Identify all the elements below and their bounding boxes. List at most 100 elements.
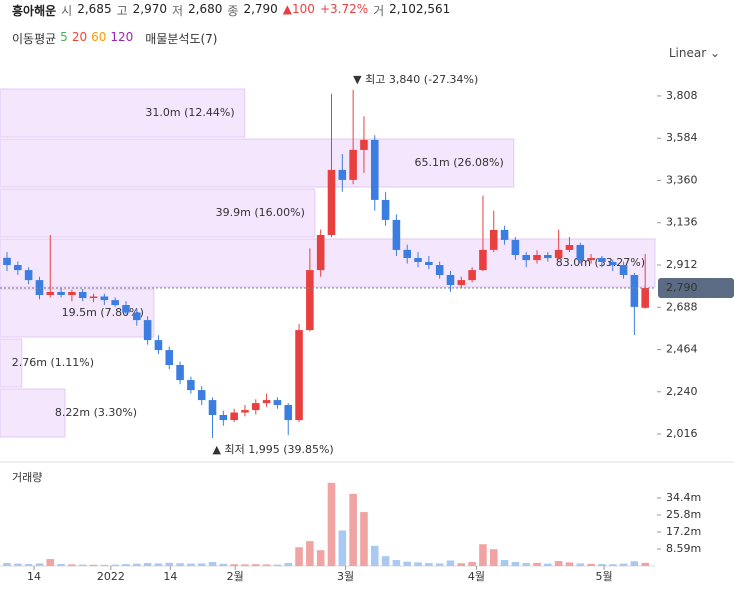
candle-body bbox=[641, 288, 649, 308]
value: 2,102,561 bbox=[389, 2, 451, 16]
candle-body bbox=[197, 390, 206, 401]
candle-body bbox=[46, 291, 55, 295]
volume-bar bbox=[251, 564, 260, 566]
ma-label[interactable]: 이동평균 bbox=[12, 32, 57, 46]
candle-body bbox=[154, 340, 163, 351]
candle-body bbox=[295, 330, 303, 421]
ma-list: 5 20 60 120 bbox=[60, 30, 133, 47]
candle-body bbox=[587, 258, 595, 261]
volume-bar bbox=[68, 564, 76, 566]
volume-bar bbox=[598, 564, 606, 566]
volume-bar bbox=[262, 564, 271, 566]
volume-bar bbox=[327, 482, 336, 566]
volume-bar bbox=[295, 547, 303, 566]
y-tick-label: 2,464 bbox=[666, 343, 698, 356]
volume-bar bbox=[89, 564, 98, 566]
volume-bar bbox=[522, 563, 530, 566]
candle-body bbox=[68, 291, 76, 295]
change: ▲100 bbox=[282, 2, 315, 16]
y-tick-label: 2,016 bbox=[666, 427, 698, 440]
candle-body bbox=[78, 291, 87, 299]
candle-body bbox=[392, 219, 401, 250]
volume-bar bbox=[446, 560, 455, 566]
volume-bar bbox=[187, 563, 195, 566]
candle-body bbox=[360, 139, 368, 150]
ma-period: 120 bbox=[110, 30, 134, 44]
candle-body bbox=[414, 258, 422, 262]
x-tick-label: 2월 bbox=[227, 570, 244, 583]
candle-body bbox=[3, 257, 11, 265]
candle-body bbox=[349, 149, 357, 180]
profile-label: 39.9m (16.00%) bbox=[216, 206, 305, 219]
volume-bar bbox=[306, 541, 314, 566]
volume-bar bbox=[392, 560, 401, 566]
candle-body bbox=[500, 229, 509, 240]
header: 흥아해운 시 2,685 고 2,970 저 2,680 종 2,790 ▲100 +3.… bbox=[12, 2, 450, 19]
candle-body bbox=[111, 300, 119, 305]
candle-body bbox=[306, 270, 314, 331]
stock-name: 흥아해운 bbox=[12, 4, 57, 18]
volume-bar bbox=[349, 493, 357, 566]
scale-text[interactable]: Linear bbox=[668, 46, 707, 60]
volume-bar bbox=[630, 561, 639, 566]
candle-body bbox=[251, 403, 260, 411]
volume-bar bbox=[57, 564, 65, 566]
v-tick-label: 25.8m bbox=[666, 508, 701, 521]
change-pct: +3.72% bbox=[319, 2, 369, 16]
volume-bar bbox=[619, 563, 628, 566]
candle-body bbox=[100, 296, 109, 301]
scale-mode[interactable]: Linear ⌄ bbox=[668, 46, 720, 60]
profile-label[interactable]: 매물분석도(7) bbox=[145, 32, 218, 46]
candle-body bbox=[403, 249, 412, 259]
candle-body bbox=[468, 270, 476, 281]
profile-label: 83.0m (33.27%) bbox=[556, 256, 645, 269]
candle-body bbox=[122, 304, 130, 313]
max-annotation: ▼ 최고 3,840 (-27.34%) bbox=[353, 73, 478, 86]
volume-bar bbox=[176, 563, 184, 566]
indicators[interactable]: 이동평균 5 20 60 120 매물분석도(7) bbox=[12, 30, 217, 47]
candle-body bbox=[608, 261, 617, 265]
profile-label: 31.0m (12.44%) bbox=[145, 106, 234, 119]
y-tick-label: 2,912 bbox=[666, 258, 698, 271]
value: 2,970 bbox=[132, 2, 167, 16]
volume-bar bbox=[608, 564, 617, 566]
price-tag bbox=[658, 278, 734, 299]
volume-bar bbox=[165, 562, 174, 566]
candle-body bbox=[565, 245, 574, 250]
profile-label: 8.22m (3.30%) bbox=[55, 406, 137, 419]
y-tick-label: 3,584 bbox=[666, 131, 698, 144]
profile-label: 19.5m (7.80%) bbox=[62, 306, 144, 319]
volume-bar bbox=[403, 561, 412, 566]
volume-bar bbox=[338, 530, 347, 566]
candle-body bbox=[338, 169, 347, 180]
volume-bar bbox=[35, 563, 44, 566]
volume-bar bbox=[154, 563, 163, 566]
profile-band bbox=[0, 288, 155, 338]
label: 시 bbox=[61, 4, 73, 18]
candle-body bbox=[143, 320, 152, 341]
volume-bar bbox=[46, 559, 55, 566]
label: 저 bbox=[171, 4, 184, 18]
x-tick-label: 3월 bbox=[337, 570, 354, 583]
volume-bar bbox=[554, 561, 563, 566]
volume-bar bbox=[425, 563, 433, 566]
volume-bar bbox=[544, 563, 552, 566]
candle-body bbox=[511, 239, 520, 256]
volume-title: 거래량 bbox=[12, 471, 42, 484]
profile-band bbox=[0, 388, 66, 438]
volume-bar bbox=[414, 562, 422, 566]
volume-bar bbox=[133, 563, 141, 566]
y-tick-label: 3,136 bbox=[666, 216, 698, 229]
profile-band bbox=[0, 338, 23, 388]
volume-bar bbox=[273, 564, 282, 566]
x-tick-label: 5월 bbox=[596, 570, 613, 583]
volume-bar bbox=[111, 564, 119, 566]
label: 거 bbox=[373, 4, 385, 18]
candle-body bbox=[619, 264, 628, 275]
volume-bar bbox=[457, 563, 466, 566]
candle-body bbox=[554, 249, 563, 259]
label: 고 bbox=[116, 4, 128, 18]
volume-bar bbox=[587, 563, 595, 566]
